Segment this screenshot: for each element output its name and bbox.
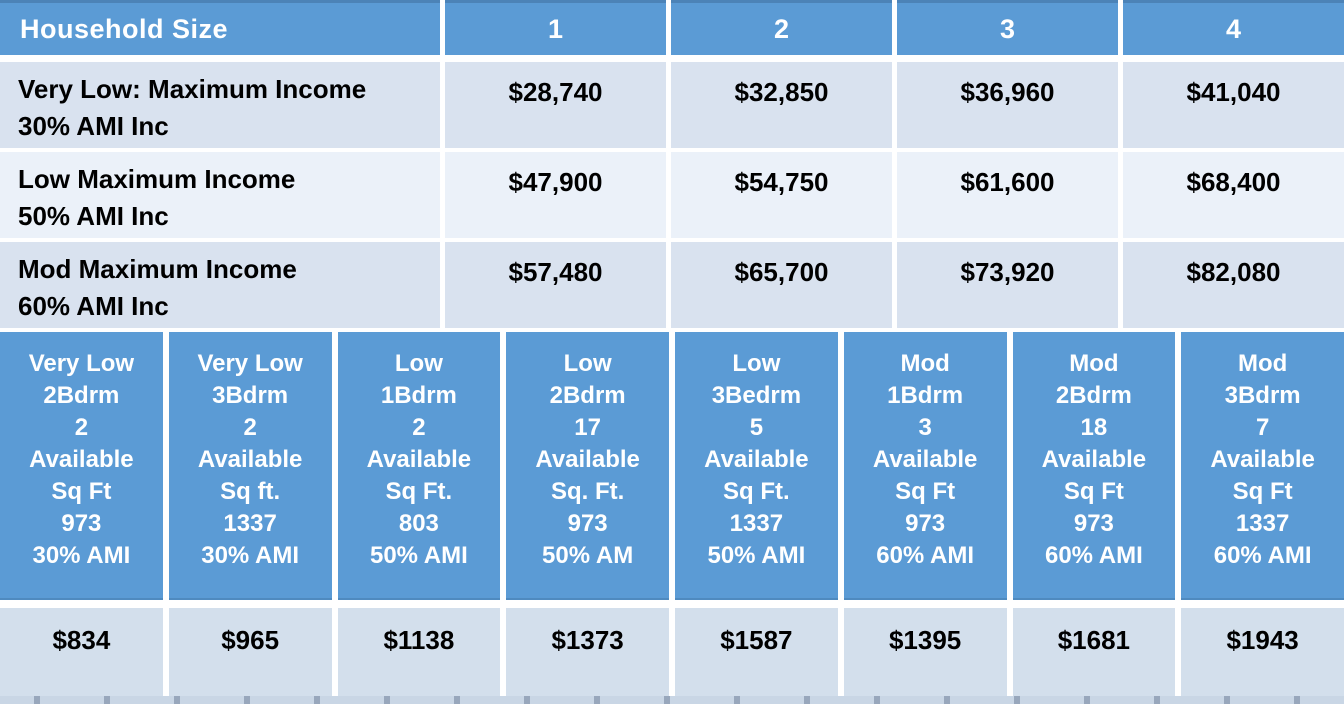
- rent-cell: $1943: [1181, 608, 1344, 696]
- rent-cell: $834: [0, 608, 163, 696]
- income-row-label-line2: 50% AMI Inc: [18, 201, 169, 231]
- income-row-label: Low Maximum Income 50% AMI Inc: [0, 152, 440, 238]
- rent-cell: $1587: [675, 608, 838, 696]
- unit-header-cell-mod-2bdrm: Mod 2Bdrm 18 Available Sq Ft 973 60% AMI: [1012, 332, 1176, 600]
- unit-header-row: Very Low 2Bdrm 2 Available Sq Ft 973 30%…: [0, 332, 1344, 600]
- income-value-cell: $82,080: [1123, 242, 1344, 328]
- income-row-label-line1: Mod Maximum Income: [18, 254, 297, 284]
- income-row-label-line1: Very Low: Maximum Income: [18, 74, 367, 104]
- income-value-cell: $61,600: [897, 152, 1118, 238]
- income-row-label: Mod Maximum Income 60% AMI Inc: [0, 242, 440, 328]
- income-value-cell: $68,400: [1123, 152, 1344, 238]
- household-col-4: 4: [1123, 0, 1344, 55]
- income-value-cell: $65,700: [671, 242, 892, 328]
- unit-header-cell-very-low-2bdrm: Very Low 2Bdrm 2 Available Sq Ft 973 30%…: [0, 332, 163, 600]
- unit-header-cell-low-1bdrm: Low 1Bdrm 2 Available Sq Ft. 803 50% AMI: [337, 332, 501, 600]
- rent-cell: $1681: [1012, 608, 1176, 696]
- unit-header-cell-mod-1bdrm: Mod 1Bdrm 3 Available Sq Ft 973 60% AMI: [843, 332, 1007, 600]
- income-value-cell: $57,480: [445, 242, 666, 328]
- income-value-cell: $32,850: [671, 62, 892, 148]
- income-row-low: Low Maximum Income 50% AMI Inc $47,900 $…: [0, 152, 1344, 238]
- household-size-header-row: Household Size 1 2 3 4: [0, 0, 1344, 55]
- income-row-very-low: Very Low: Maximum Income 30% AMI Inc $28…: [0, 62, 1344, 148]
- income-row-label-line1: Low Maximum Income: [18, 164, 296, 194]
- income-row-label-line2: 30% AMI Inc: [18, 111, 169, 141]
- rent-cell: $1138: [337, 608, 501, 696]
- income-value-cell: $54,750: [671, 152, 892, 238]
- income-value-cell: $41,040: [1123, 62, 1344, 148]
- unit-header-cell-very-low-3bdrm: Very Low 3Bdrm 2 Available Sq ft. 1337 3…: [168, 332, 332, 600]
- income-value-cell: $36,960: [897, 62, 1118, 148]
- unit-header-cell-low-2bdrm: Low 2Bdrm 17 Available Sq. Ft. 973 50% A…: [506, 332, 669, 600]
- household-col-1: 1: [445, 0, 666, 55]
- household-col-2: 2: [671, 0, 892, 55]
- income-row-label: Very Low: Maximum Income 30% AMI Inc: [0, 62, 440, 148]
- income-value-cell: $28,740: [445, 62, 666, 148]
- rent-row: $834 $965 $1138 $1373 $1587 $1395 $1681 …: [0, 608, 1344, 696]
- unit-header-cell-mod-3bdrm: Mod 3Bdrm 7 Available Sq Ft 1337 60% AMI: [1181, 332, 1344, 600]
- household-col-3: 3: [897, 0, 1118, 55]
- rent-cell: $1395: [843, 608, 1007, 696]
- household-size-header: Household Size: [0, 0, 440, 55]
- rent-cell: $965: [168, 608, 332, 696]
- rent-cell: $1373: [506, 608, 669, 696]
- income-value-cell: $73,920: [897, 242, 1118, 328]
- income-value-cell: $47,900: [445, 152, 666, 238]
- unit-header-cell-low-3bedrm: Low 3Bedrm 5 Available Sq Ft. 1337 50% A…: [675, 332, 838, 600]
- income-row-mod: Mod Maximum Income 60% AMI Inc $57,480 $…: [0, 242, 1344, 328]
- cropped-next-row-sliver: [0, 696, 1344, 704]
- income-row-label-line2: 60% AMI Inc: [18, 291, 169, 321]
